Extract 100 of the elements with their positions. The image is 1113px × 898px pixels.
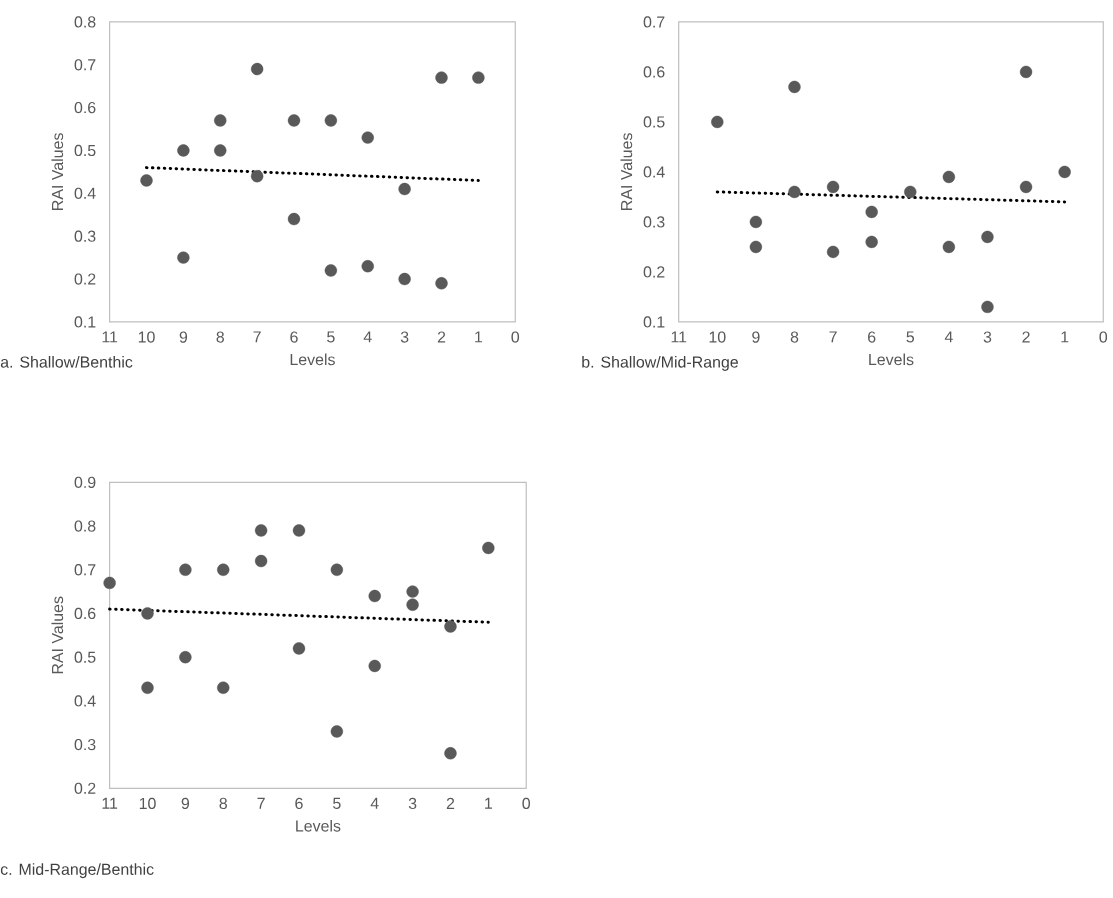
point bbox=[1019, 180, 1033, 194]
y-tick-label: 0.8 bbox=[74, 16, 96, 28]
y-tick-label: 0.4 bbox=[74, 187, 96, 200]
x-tick-label: 10 bbox=[139, 797, 156, 810]
point bbox=[330, 725, 344, 738]
point bbox=[444, 747, 457, 760]
x-tick-label: 3 bbox=[400, 331, 409, 343]
point bbox=[472, 71, 485, 84]
x-tick-label: 8 bbox=[216, 331, 224, 343]
y-tick-label: 0.3 bbox=[74, 738, 96, 751]
point bbox=[292, 642, 306, 655]
point bbox=[865, 205, 878, 219]
point bbox=[368, 659, 381, 673]
y-tick-label: 0.5 bbox=[643, 116, 665, 128]
point bbox=[435, 277, 448, 290]
y-tick-label: 0.1 bbox=[643, 316, 665, 328]
x-tick-label: 11 bbox=[671, 331, 687, 343]
x-axis-title: Levels bbox=[869, 353, 914, 366]
x-axis-title: Levels bbox=[296, 819, 341, 832]
point bbox=[141, 681, 154, 694]
point bbox=[406, 585, 419, 598]
point bbox=[179, 651, 192, 664]
x-tick-label: 2 bbox=[1022, 331, 1030, 343]
x-tick-label: 2 bbox=[437, 331, 446, 343]
text: a. Shallow/Benthic bbox=[0, 356, 133, 368]
y-tick-label: 0.2 bbox=[74, 782, 96, 794]
point bbox=[214, 144, 227, 157]
point bbox=[942, 240, 956, 254]
point bbox=[141, 607, 154, 620]
y-tick-label: 0.7 bbox=[643, 16, 665, 28]
y-tick-label: 0.4 bbox=[74, 695, 96, 707]
y-tick-label: 0.3 bbox=[643, 216, 665, 228]
y-tick-label: 0.6 bbox=[643, 66, 665, 78]
x-tick-label: 11 bbox=[102, 797, 118, 809]
x-tick-label: 1 bbox=[475, 331, 483, 343]
x-tick-label: 8 bbox=[219, 797, 227, 810]
y-tick-label: 0.5 bbox=[74, 144, 96, 157]
point bbox=[324, 264, 338, 277]
point bbox=[250, 170, 264, 183]
text: b. Shallow/Mid-Range bbox=[582, 356, 738, 371]
point bbox=[177, 251, 190, 264]
y-tick-label: 0.9 bbox=[74, 476, 96, 489]
point bbox=[981, 300, 994, 314]
point bbox=[406, 598, 419, 611]
x-axis-title: Levels bbox=[290, 353, 335, 366]
y-tick-label: 0.5 bbox=[74, 651, 96, 663]
point bbox=[788, 80, 801, 94]
x-tick-label: 9 bbox=[181, 797, 190, 810]
x-tick-label: 5 bbox=[327, 331, 335, 343]
point bbox=[865, 235, 878, 249]
x-tick-label: 11 bbox=[102, 331, 118, 343]
point bbox=[904, 185, 917, 199]
y-axis-title: RAI Values bbox=[51, 596, 64, 674]
y-axis-title: RAI Values bbox=[620, 133, 633, 210]
point bbox=[398, 182, 411, 196]
point bbox=[1058, 165, 1071, 179]
x-tick-label: 9 bbox=[179, 331, 188, 343]
y-tick-label: 0.6 bbox=[74, 607, 96, 620]
point bbox=[217, 563, 230, 576]
x-tick-label: 7 bbox=[253, 331, 261, 343]
y-tick-label: 0.6 bbox=[74, 102, 96, 114]
x-tick-label: 0 bbox=[511, 331, 520, 343]
point bbox=[292, 524, 306, 537]
point bbox=[287, 212, 301, 226]
point bbox=[179, 563, 192, 576]
y-tick-label: 0.3 bbox=[74, 230, 96, 242]
x-tick-label: 7 bbox=[829, 331, 837, 343]
point bbox=[981, 230, 994, 244]
y-tick-label: 0.2 bbox=[643, 266, 665, 278]
y-tick-label: 0.7 bbox=[74, 59, 96, 71]
point bbox=[711, 115, 724, 129]
point bbox=[435, 71, 448, 84]
y-tick-label: 0.7 bbox=[74, 564, 96, 576]
point bbox=[324, 114, 338, 127]
point bbox=[368, 589, 381, 603]
x-tick-label: 4 bbox=[370, 797, 379, 809]
x-tick-label: 4 bbox=[363, 331, 372, 343]
x-tick-label: 1 bbox=[485, 797, 492, 809]
point bbox=[361, 260, 374, 273]
point bbox=[217, 681, 230, 694]
x-tick-label: 6 bbox=[868, 331, 876, 343]
text: c. Mid-Range/Benthic bbox=[0, 863, 154, 879]
point bbox=[749, 240, 763, 254]
x-tick-label: 7 bbox=[257, 797, 265, 809]
y-axis-title: RAI Values bbox=[51, 133, 64, 210]
x-tick-label: 6 bbox=[295, 797, 303, 810]
x-tick-label: 4 bbox=[944, 331, 953, 343]
point bbox=[287, 114, 301, 127]
x-tick-label: 10 bbox=[138, 331, 155, 343]
point bbox=[140, 174, 153, 187]
x-tick-label: 10 bbox=[709, 331, 726, 343]
point bbox=[788, 185, 801, 199]
y-tick-label: 0.2 bbox=[74, 273, 96, 285]
point bbox=[942, 170, 956, 184]
y-tick-label: 0.1 bbox=[74, 316, 96, 328]
x-tick-label: 5 bbox=[333, 797, 341, 809]
point bbox=[177, 144, 190, 157]
point bbox=[103, 576, 116, 590]
point bbox=[398, 272, 411, 286]
point bbox=[254, 554, 268, 568]
